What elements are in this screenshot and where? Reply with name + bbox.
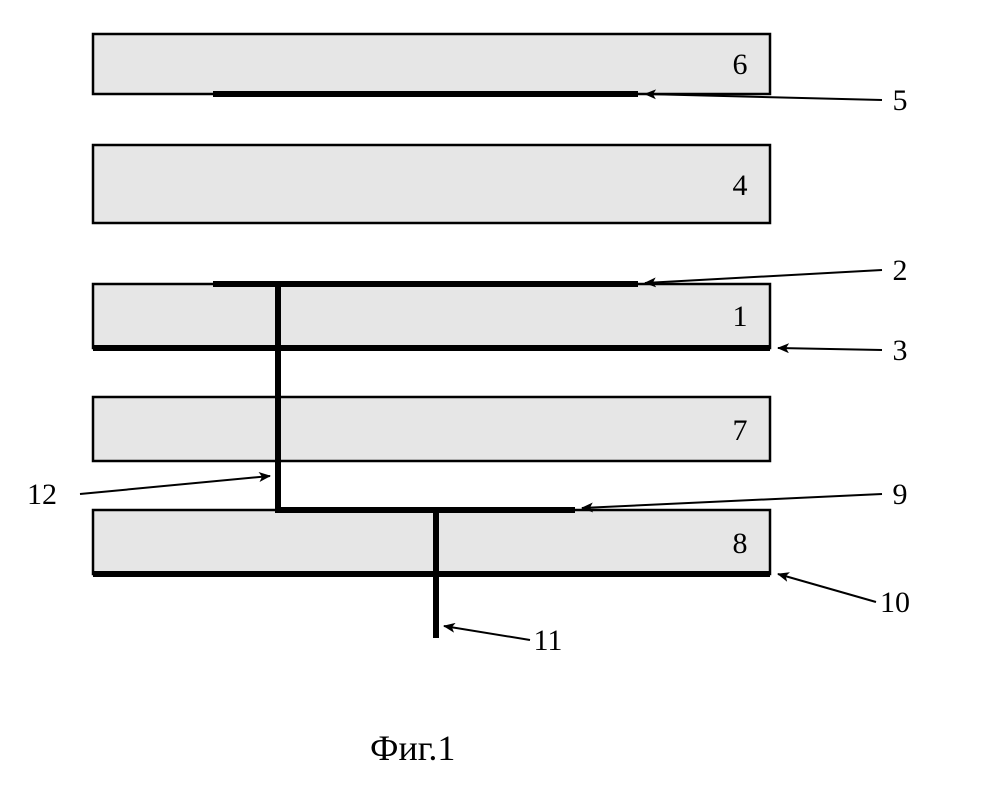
- callout-arrow-10: [778, 574, 876, 602]
- layer-label-1: 1: [733, 300, 748, 333]
- callout-label-11: 11: [534, 624, 563, 657]
- layer-label-8: 8: [733, 527, 748, 560]
- callout-arrow-12: [80, 476, 270, 494]
- callout-label-2: 2: [893, 254, 908, 287]
- callout-label-10: 10: [880, 586, 910, 619]
- layer-label-6: 6: [733, 48, 748, 81]
- callout-arrow-3: [778, 348, 882, 350]
- layer-label-7: 7: [733, 414, 748, 447]
- callout-label-9: 9: [893, 478, 908, 511]
- layer-7: [93, 397, 770, 461]
- callout-label-12: 12: [27, 478, 57, 511]
- layer-6: [93, 34, 770, 94]
- callout-arrow-2: [645, 270, 882, 283]
- figure-caption: Фиг.1: [370, 728, 455, 768]
- layer-label-4: 4: [733, 169, 748, 202]
- layer-8: [93, 510, 770, 574]
- callout-label-3: 3: [893, 334, 908, 367]
- callout-arrow-9: [582, 494, 882, 508]
- layer-1: [93, 284, 770, 348]
- callout-label-5: 5: [893, 84, 908, 117]
- callout-arrow-11: [444, 626, 530, 640]
- layer-4: [93, 145, 770, 223]
